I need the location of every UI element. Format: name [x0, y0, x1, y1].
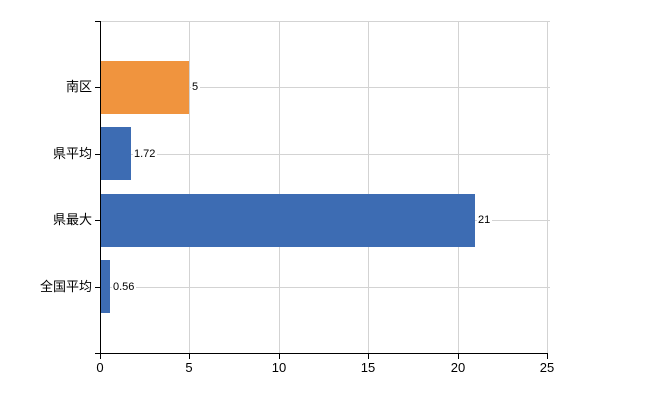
- vertical-gridline: [458, 21, 459, 353]
- bar-県最大: [100, 194, 475, 247]
- bar-全国平均: [100, 260, 110, 313]
- vertical-gridline: [189, 21, 190, 353]
- x-axis-tick-label: 20: [450, 360, 466, 375]
- x-axis-tick: [100, 354, 101, 359]
- vertical-gridline: [368, 21, 369, 353]
- plot-area: 5 1.72 21 0.56: [95, 21, 550, 359]
- horizontal-gridline: [100, 87, 550, 88]
- y-axis-tick: [95, 353, 100, 354]
- x-axis-tick-label: 10: [271, 360, 287, 375]
- bar-南区: [100, 61, 189, 114]
- category-label-県最大: 県最大: [52, 212, 92, 227]
- x-axis-tick-label: 25: [539, 360, 555, 375]
- x-axis-tick-label: 15: [360, 360, 376, 375]
- x-axis-tick-label: 0: [96, 360, 104, 375]
- x-axis-tick: [368, 354, 369, 359]
- x-axis-tick-label: 5: [185, 360, 193, 375]
- category-label-全国平均: 全国平均: [39, 279, 92, 294]
- x-axis-tick: [189, 354, 190, 359]
- x-axis-tick: [458, 354, 459, 359]
- bar-value-label: 5: [191, 79, 201, 95]
- bar-value-label: 0.56: [112, 279, 137, 295]
- vertical-gridline: [547, 21, 548, 353]
- x-axis-line: [100, 353, 548, 354]
- y-axis-tick: [95, 287, 100, 288]
- horizontal-gridline: [100, 21, 550, 22]
- bar-県平均: [100, 127, 131, 180]
- y-axis-tick: [95, 154, 100, 155]
- horizontal-gridline: [100, 287, 550, 288]
- bar-value-label: 1.72: [133, 146, 158, 162]
- y-axis-tick: [95, 220, 100, 221]
- category-label-県平均: 県平均: [52, 146, 92, 161]
- bar-value-label: 21: [477, 212, 493, 228]
- y-axis-line: [100, 21, 101, 353]
- y-axis-tick: [95, 87, 100, 88]
- x-axis-tick: [279, 354, 280, 359]
- horizontal-gridline: [100, 154, 550, 155]
- x-axis-tick: [547, 354, 548, 359]
- vertical-gridline: [279, 21, 280, 353]
- category-label-南区: 南区: [65, 79, 92, 94]
- y-axis-tick: [95, 21, 100, 22]
